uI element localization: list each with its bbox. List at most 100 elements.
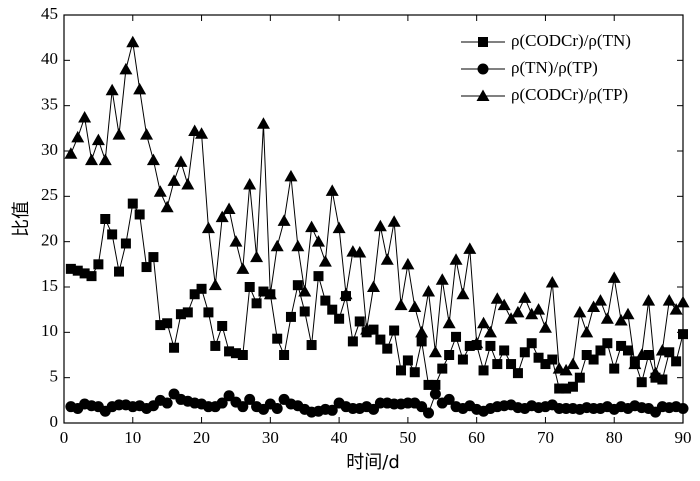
marker-square — [499, 345, 510, 356]
marker-square — [423, 379, 434, 390]
marker-square — [368, 324, 379, 335]
marker-square — [279, 350, 290, 360]
marker-square — [478, 37, 488, 47]
marker-triangle — [353, 246, 367, 258]
marker-triangle — [85, 153, 99, 166]
marker-square — [609, 363, 620, 374]
marker-triangle — [140, 128, 154, 140]
marker-square — [169, 342, 180, 353]
marker-triangle — [511, 305, 525, 318]
marker-square — [567, 381, 578, 392]
marker-triangle — [559, 363, 573, 376]
marker-triangle — [593, 294, 607, 306]
marker-triangle — [367, 280, 380, 292]
marker-square — [320, 295, 331, 306]
marker-circle — [443, 393, 455, 405]
marker-triangle — [566, 357, 580, 370]
marker-square — [86, 271, 97, 282]
marker-square — [506, 359, 517, 370]
marker-square — [217, 320, 228, 331]
marker-triangle — [580, 325, 594, 338]
marker-square — [72, 265, 83, 276]
marker-triangle — [153, 185, 167, 197]
marker-triangle — [476, 89, 490, 101]
marker-triangle — [435, 273, 449, 285]
marker-square — [299, 306, 310, 317]
marker-triangle — [277, 214, 291, 226]
marker-square — [444, 350, 455, 360]
marker-square — [65, 263, 76, 274]
marker-square — [175, 309, 186, 320]
x-tick-label: 60 — [468, 428, 485, 447]
y-tick-label: 40 — [41, 49, 58, 68]
marker-square — [134, 209, 145, 220]
marker-triangle — [64, 147, 78, 159]
marker-square — [327, 304, 338, 315]
marker-square — [148, 252, 159, 263]
marker-triangle — [91, 133, 105, 146]
marker-square — [485, 340, 496, 351]
marker-triangle — [243, 178, 257, 190]
marker-triangle — [311, 235, 325, 247]
y-tick-label: 20 — [41, 231, 58, 250]
marker-triangle — [126, 35, 140, 48]
marker-square — [451, 331, 462, 342]
marker-square — [141, 262, 152, 273]
marker-square — [671, 356, 682, 367]
marker-triangle — [573, 305, 587, 318]
marker-square — [251, 298, 262, 309]
marker-triangle — [146, 153, 160, 166]
marker-triangle — [669, 303, 683, 315]
x-tick-label: 30 — [262, 428, 279, 447]
marker-square — [382, 343, 393, 354]
marker-square — [554, 383, 565, 394]
marker-triangle — [477, 316, 491, 329]
marker-square — [396, 365, 407, 376]
marker-triangle — [456, 287, 470, 300]
marker-triangle — [250, 250, 264, 263]
x-tick-label: 20 — [193, 428, 210, 447]
plot-frame — [63, 14, 684, 424]
marker-square — [547, 354, 558, 365]
marker-square — [120, 238, 131, 249]
marker-square — [402, 355, 413, 366]
marker-square — [107, 229, 118, 240]
marker-square — [595, 345, 606, 356]
marker-square — [416, 336, 427, 347]
marker-square — [114, 266, 125, 277]
marker-square — [272, 333, 283, 344]
marker-triangle — [360, 323, 374, 335]
marker-triangle — [490, 292, 504, 304]
marker-circle — [677, 402, 689, 414]
marker-triangle — [470, 336, 484, 349]
marker-square — [464, 340, 475, 351]
y-tick-label: 35 — [41, 95, 58, 114]
marker-square — [512, 368, 523, 379]
marker-square — [292, 280, 303, 291]
marker-circle — [326, 404, 338, 416]
marker-triangle — [222, 202, 236, 215]
marker-triangle — [236, 262, 250, 274]
marker-square — [409, 367, 420, 378]
y-tick-label: 5 — [50, 367, 59, 386]
y-tick-label: 45 — [41, 4, 58, 23]
marker-square — [237, 350, 248, 360]
marker-circle — [477, 63, 489, 75]
marker-triangle — [71, 130, 85, 143]
y-tick-label: 0 — [50, 412, 59, 431]
y-tick-label: 15 — [41, 276, 58, 295]
marker-square — [540, 359, 551, 370]
marker-square — [588, 354, 599, 365]
marker-triangle — [408, 300, 422, 312]
legend-label: ρ(CODCr)/ρ(TN) — [511, 31, 631, 50]
marker-triangle — [504, 312, 518, 324]
marker-square — [285, 311, 296, 322]
marker-square — [347, 336, 358, 347]
marker-square — [581, 350, 592, 360]
marker-square — [602, 338, 613, 349]
y-axis-title: 比值 — [11, 201, 32, 237]
marker-triangle — [78, 110, 92, 123]
marker-square — [437, 363, 448, 374]
marker-triangle — [188, 124, 202, 137]
